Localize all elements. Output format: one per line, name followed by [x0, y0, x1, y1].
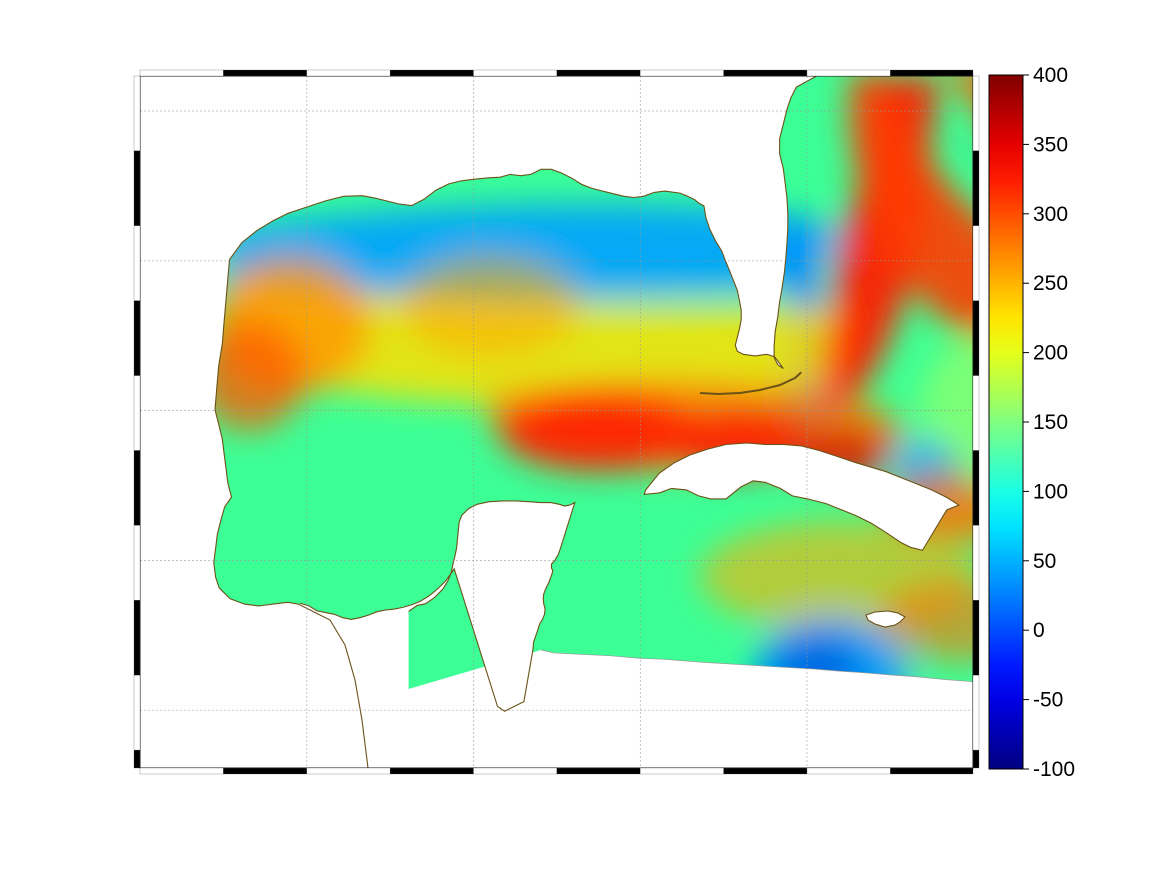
svg-text:300: 300: [1033, 203, 1068, 226]
svg-text:100: 100: [1033, 480, 1068, 503]
svg-text:400: 400: [1033, 64, 1068, 87]
svg-text:350: 350: [1033, 133, 1068, 156]
svg-text:-100: -100: [1033, 758, 1075, 781]
svg-text:-50: -50: [1033, 689, 1063, 712]
svg-text:0: 0: [1033, 619, 1045, 642]
svg-text:150: 150: [1033, 411, 1068, 434]
svg-text:50: 50: [1033, 550, 1056, 573]
svg-text:250: 250: [1033, 272, 1068, 295]
svg-text:200: 200: [1033, 342, 1068, 365]
